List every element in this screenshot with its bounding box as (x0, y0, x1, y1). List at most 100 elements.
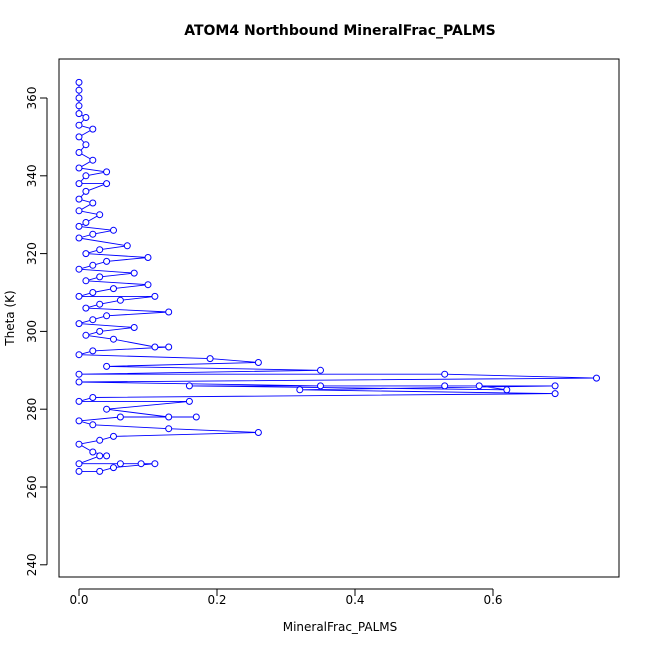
data-point (96, 452, 104, 460)
x-axis: 0.0 0.2 0.4 0.6 (69, 588, 503, 607)
data-point (103, 312, 111, 320)
data-point (151, 292, 159, 300)
data-point (82, 114, 90, 121)
data-point (89, 394, 97, 401)
data-point (116, 460, 124, 468)
data-point (89, 230, 97, 238)
data-point (75, 320, 83, 328)
series-layer (75, 78, 600, 475)
data-point (441, 370, 449, 378)
data-point (75, 460, 83, 468)
data-point (89, 156, 97, 164)
x-tick-label: 0.0 (69, 593, 88, 607)
data-point (82, 304, 90, 312)
data-point (75, 180, 83, 188)
data-point (110, 335, 117, 343)
data-point (75, 164, 83, 172)
data-point (89, 421, 97, 429)
chart-title: ATOM4 Northbound MineralFrac_PALMS (184, 23, 496, 39)
data-point (165, 308, 173, 316)
data-point (130, 269, 138, 277)
data-point (89, 289, 97, 296)
data-point (75, 149, 83, 156)
data-point (254, 429, 262, 436)
data-point (144, 254, 152, 261)
data-point (75, 234, 83, 242)
data-point (165, 413, 173, 421)
data-point (75, 121, 83, 129)
data-point (82, 219, 90, 226)
data-point (116, 413, 124, 421)
data-point (75, 94, 83, 102)
data-point (75, 222, 83, 230)
data-point (130, 324, 138, 331)
data-point (75, 440, 83, 448)
x-tick-label: 0.2 (207, 593, 226, 607)
data-point (75, 467, 83, 475)
data-point (110, 285, 117, 293)
data-point (82, 331, 90, 339)
data-point (103, 362, 111, 370)
data-point (96, 300, 104, 308)
data-point (110, 464, 117, 472)
data-point (151, 460, 159, 468)
y-tick-label: 260 (25, 476, 39, 499)
data-point (75, 110, 83, 118)
data-point (96, 273, 104, 281)
data-point (103, 180, 111, 188)
data-point (185, 397, 193, 405)
data-point (103, 168, 111, 176)
data-point (75, 195, 83, 203)
y-tick-label: 340 (25, 164, 39, 187)
y-tick-label: 240 (25, 553, 39, 576)
data-point (551, 382, 559, 390)
data-point (82, 187, 90, 195)
data-point (75, 378, 83, 386)
data-point (82, 141, 90, 149)
data-point (165, 425, 173, 433)
data-point (89, 316, 97, 324)
data-point (75, 351, 83, 359)
data-point (123, 242, 131, 250)
data-point (593, 374, 600, 382)
data-point (75, 292, 83, 300)
data-point (317, 366, 324, 374)
data-point (103, 452, 111, 460)
plot-box (58, 58, 620, 578)
data-point (151, 343, 159, 351)
data-point (296, 386, 304, 394)
data-point (103, 257, 111, 265)
data-point (89, 347, 97, 355)
data-point (82, 250, 90, 258)
data-point (185, 382, 193, 390)
y-tick-label: 280 (25, 398, 39, 421)
data-point (165, 343, 173, 351)
data-point (89, 448, 97, 456)
data-point (96, 436, 104, 444)
data-point (96, 211, 104, 219)
data-point (116, 296, 124, 304)
data-point (75, 86, 83, 94)
data-point (82, 172, 90, 180)
data-point (192, 413, 200, 421)
x-tick-label: 0.4 (345, 593, 364, 607)
data-point (110, 226, 117, 234)
y-tick-label: 360 (25, 87, 39, 110)
data-point (75, 397, 83, 405)
data-point (75, 133, 83, 141)
data-point (96, 327, 104, 335)
data-point (441, 382, 449, 390)
data-point (75, 102, 83, 110)
data-point (75, 207, 83, 215)
data-point (475, 382, 483, 390)
data-point (551, 390, 559, 398)
data-point (96, 246, 104, 254)
data-point (317, 382, 324, 390)
data-point (254, 359, 262, 366)
y-tick-label: 320 (25, 242, 39, 265)
data-point (75, 417, 83, 425)
data-point (137, 460, 145, 468)
data-point (75, 265, 83, 273)
